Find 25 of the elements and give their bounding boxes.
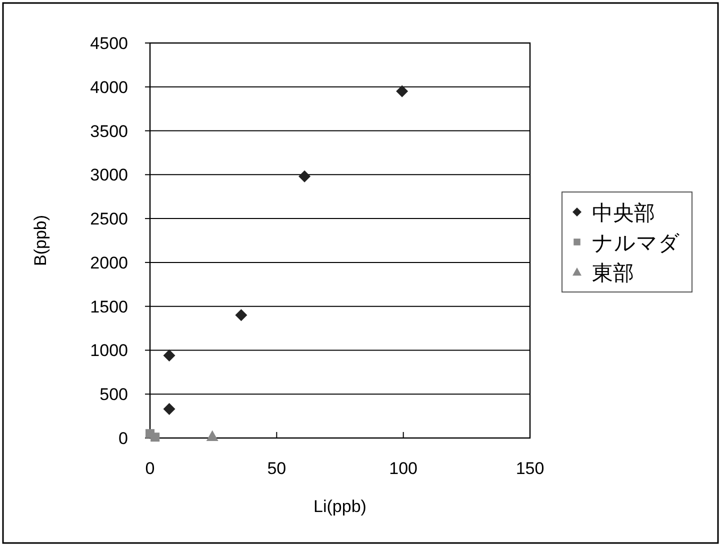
y-tick-label: 500 bbox=[100, 385, 128, 404]
x-tick-label: 0 bbox=[145, 459, 155, 478]
point bbox=[163, 349, 176, 362]
x-tick-label: 150 bbox=[516, 459, 544, 478]
point bbox=[163, 403, 176, 416]
x-axis-title: Li(ppb) bbox=[314, 497, 366, 516]
point bbox=[235, 309, 248, 322]
y-tick-label: 1500 bbox=[90, 297, 128, 316]
y-tick-label: 2000 bbox=[90, 253, 128, 272]
point bbox=[396, 85, 408, 98]
point bbox=[150, 432, 160, 442]
y-tick-label: 3500 bbox=[90, 122, 128, 141]
y-tick-label: 4000 bbox=[90, 78, 128, 97]
legend-label: ナルマダ bbox=[592, 232, 680, 255]
y-axis-title: B(ppb) bbox=[31, 214, 50, 266]
y-tick-label: 1000 bbox=[90, 341, 128, 360]
y-tick-label: 4500 bbox=[90, 34, 128, 53]
y-tick-label: 2500 bbox=[90, 210, 128, 229]
legend-label: 東部 bbox=[592, 262, 634, 285]
legend-label: 中央部 bbox=[592, 202, 655, 225]
x-tick-label: 50 bbox=[267, 459, 286, 478]
y-tick-label: 0 bbox=[118, 429, 128, 448]
y-tick-label: 3000 bbox=[90, 166, 128, 185]
x-tick-label: 100 bbox=[389, 459, 418, 478]
point bbox=[298, 170, 311, 182]
